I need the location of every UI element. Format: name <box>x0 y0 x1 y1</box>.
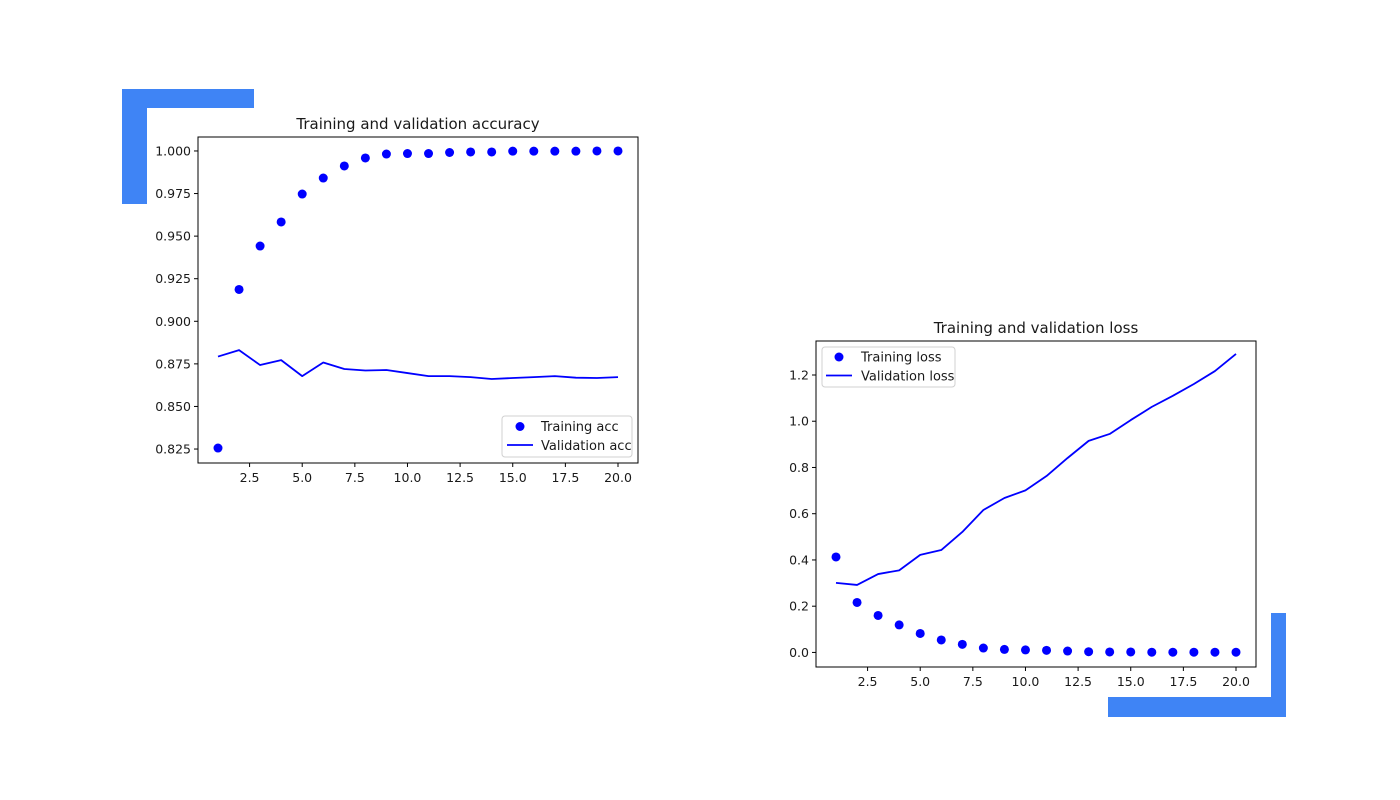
training-acc-point <box>424 149 434 159</box>
training-loss-point <box>1189 647 1199 657</box>
training-acc-point <box>339 161 349 171</box>
training-acc-point <box>550 146 560 156</box>
training-loss-point <box>1210 647 1220 657</box>
accuracy-x-tick-label: 2.5 <box>240 470 260 485</box>
legend-label-training-loss: Training loss <box>860 351 942 366</box>
accuracy-x-tick-label: 20.0 <box>604 470 632 485</box>
training-loss-point <box>1147 647 1157 657</box>
loss-y-tick-label: 0.0 <box>789 645 809 660</box>
training-loss-point <box>915 628 925 638</box>
loss-x-tick-label: 15.0 <box>1117 674 1145 689</box>
accuracy-x-tick-label: 5.0 <box>292 470 312 485</box>
accuracy-y-tick-label: 0.825 <box>155 442 191 457</box>
accuracy-axes-frame <box>197 136 639 464</box>
accuracy-chart: Training and validation accuracy 2.5 5.0 7… <box>155 115 639 485</box>
training-acc-point <box>297 189 307 199</box>
training-loss-point <box>957 639 967 649</box>
training-acc-point <box>445 147 455 157</box>
loss-y-tick-label: 0.4 <box>789 552 809 567</box>
training-loss-point <box>873 610 883 620</box>
accuracy-legend-box <box>501 415 633 458</box>
loss-x-tick-label: 20.0 <box>1222 674 1250 689</box>
training-acc-point <box>360 153 370 163</box>
accuracy-x-tick-label: 10.0 <box>394 470 422 485</box>
accuracy-x-tick-label: 7.5 <box>345 470 365 485</box>
accuracy-y-tick-label: 0.950 <box>155 229 191 244</box>
accuracy-legend: Training acc Validation acc <box>501 415 633 458</box>
loss-chart-title: Training and validation loss <box>933 319 1139 337</box>
accuracy-x-tick-label: 12.5 <box>446 470 474 485</box>
corner-bracket-top-left-vertical <box>122 89 147 204</box>
accuracy-y-tick-label: 0.900 <box>155 314 191 329</box>
training-acc-point <box>402 149 412 159</box>
corner-bracket-top-left-horizontal <box>122 89 254 108</box>
loss-legend: Training loss Validation loss <box>821 346 956 388</box>
accuracy-chart-title: Training and validation accuracy <box>295 115 539 133</box>
accuracy-x-tick-label: 15.0 <box>499 470 527 485</box>
training-loss-point <box>1126 647 1136 657</box>
training-loss-point <box>1231 647 1241 657</box>
accuracy-y-tick-label: 0.850 <box>155 399 191 414</box>
legend-marker-training-acc <box>515 422 525 431</box>
training-acc-point <box>255 241 265 251</box>
validation-loss-line <box>835 353 1237 586</box>
loss-y-tick-label: 0.8 <box>789 460 809 475</box>
loss-y-tick-label: 1.2 <box>789 367 809 382</box>
training-loss-point <box>1063 646 1073 656</box>
training-acc-point <box>318 173 328 183</box>
corner-bracket-bottom-right-vertical <box>1271 613 1286 717</box>
legend-label-validation-loss: Validation loss <box>861 370 955 385</box>
loss-chart: Training and validation loss 2.5 5.0 7.5 10… <box>789 319 1257 689</box>
training-acc-point <box>381 149 391 159</box>
training-acc-point <box>571 146 581 156</box>
corner-bracket-bottom-right-horizontal <box>1108 697 1286 717</box>
loss-x-tick-label: 5.0 <box>910 674 930 689</box>
training-acc-point <box>276 217 286 227</box>
legend-label-validation-acc: Validation acc <box>541 439 632 454</box>
loss-y-tick-label: 0.6 <box>789 506 809 521</box>
training-loss-point <box>1168 647 1178 657</box>
training-loss-point <box>1042 645 1052 655</box>
training-acc-point <box>592 146 602 156</box>
validation-acc-line <box>217 349 619 380</box>
loss-y-tick-label: 0.2 <box>789 599 809 614</box>
legend-marker-training-loss <box>834 352 844 362</box>
training-acc-point <box>613 146 623 156</box>
loss-x-tick-label: 7.5 <box>963 674 983 689</box>
training-loss-point <box>1084 647 1094 657</box>
loss-y-tick-label: 1.0 <box>789 414 809 429</box>
training-loss-point <box>831 552 841 562</box>
training-loss-point <box>852 597 862 607</box>
loss-x-tick-label: 10.0 <box>1012 674 1040 689</box>
training-acc-point <box>487 147 497 157</box>
loss-x-tick-label: 12.5 <box>1064 674 1092 689</box>
accuracy-y-tick-label: 0.875 <box>155 356 191 371</box>
training-loss-point <box>1105 647 1115 657</box>
training-acc-point <box>213 443 223 453</box>
accuracy-y-tick-label: 0.975 <box>155 186 191 201</box>
accuracy-x-tick-label: 17.5 <box>551 470 579 485</box>
accuracy-y-tick-label: 0.925 <box>155 271 191 286</box>
loss-axes-frame <box>815 340 1257 668</box>
training-loss-point <box>894 620 904 630</box>
training-loss-point <box>936 635 946 645</box>
training-loss-point <box>999 644 1009 654</box>
training-acc-point <box>466 147 476 157</box>
training-loss-point <box>978 643 988 653</box>
loss-x-tick-label: 17.5 <box>1169 674 1197 689</box>
training-loss-point <box>1020 645 1030 655</box>
accuracy-y-tick-label: 1.000 <box>155 143 191 158</box>
loss-legend-box <box>821 346 956 388</box>
training-acc-point <box>529 146 539 156</box>
loss-x-tick-label: 2.5 <box>858 674 878 689</box>
legend-label-training-acc: Training acc <box>540 420 619 435</box>
training-acc-point <box>508 146 518 156</box>
training-acc-point <box>234 284 244 294</box>
